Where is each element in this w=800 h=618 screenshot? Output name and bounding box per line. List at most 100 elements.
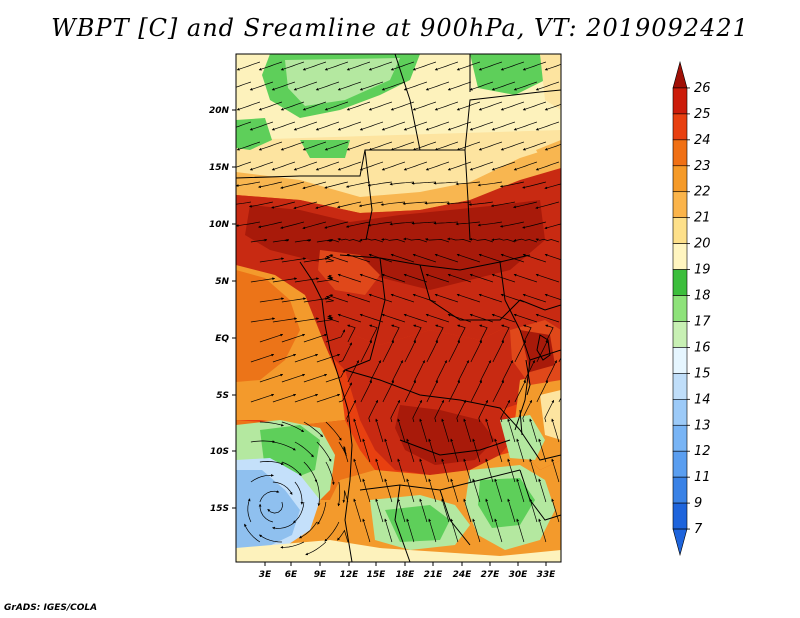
streamline (293, 161, 318, 171)
streamline (249, 161, 274, 171)
streamline (522, 293, 547, 303)
streamline (294, 277, 320, 283)
streamline (362, 478, 371, 503)
lon-tick-label: 24E (453, 570, 473, 580)
streamline (469, 161, 494, 171)
border-line (399, 439, 511, 456)
streamline (544, 63, 561, 71)
streamline (491, 313, 516, 323)
streamline (447, 313, 472, 323)
lon-tick-label: 33E (537, 570, 557, 580)
temperature-region (540, 390, 561, 440)
streamline (368, 61, 393, 71)
streamline (491, 81, 516, 91)
streamline (403, 273, 428, 283)
streamline (271, 121, 296, 131)
streamline (536, 380, 548, 403)
streamline (346, 253, 371, 263)
streamline (303, 257, 329, 263)
streamline (338, 342, 352, 363)
streamline (324, 181, 348, 189)
streamline (258, 221, 282, 229)
streamline (494, 518, 503, 543)
lat-tick-label: 5N (215, 277, 229, 287)
streamlines (236, 61, 576, 556)
streamline (236, 161, 252, 168)
colorbar-segment (672, 165, 688, 193)
streamline (426, 340, 438, 363)
streamline (369, 360, 381, 383)
streamline (345, 221, 370, 228)
streamline (271, 161, 296, 171)
streamline (434, 141, 459, 151)
streamline (450, 438, 459, 463)
streamline (280, 541, 305, 549)
streamline (315, 81, 340, 91)
streamline (316, 441, 332, 462)
streamline (535, 81, 560, 91)
streamline (456, 253, 481, 263)
streamline (281, 373, 306, 383)
streamline (455, 221, 480, 226)
streamline (567, 400, 576, 422)
streamline (513, 161, 538, 171)
streamline (499, 181, 524, 188)
streamline (477, 221, 502, 227)
streamline (294, 441, 314, 458)
border-line (464, 149, 471, 241)
streamline (500, 141, 525, 151)
border-line (394, 54, 421, 151)
streamline (342, 490, 349, 503)
map-plot (236, 54, 576, 562)
streamline (337, 81, 362, 91)
streamline (536, 340, 548, 363)
streamline (259, 534, 282, 543)
streamline (316, 393, 341, 403)
streamline (337, 121, 362, 131)
streamline (397, 418, 406, 443)
streamline (390, 101, 415, 111)
streamline (325, 421, 342, 441)
streamline (522, 253, 547, 263)
streamline (450, 518, 459, 543)
colorbar-label: 20 (694, 237, 711, 252)
streamline (391, 324, 400, 343)
colorbar-segment (672, 321, 688, 348)
streamline (375, 498, 384, 523)
colorbar-label: 13 (694, 418, 711, 433)
colorbar-label: 12 (694, 444, 711, 459)
streamline (384, 438, 393, 463)
streamline (315, 161, 340, 171)
streamline (271, 81, 296, 91)
streamline (413, 324, 422, 343)
streamline (381, 273, 406, 283)
streamline (381, 313, 406, 323)
colorbar-label: 24 (694, 133, 711, 148)
streamline (281, 461, 302, 476)
streamline (368, 101, 393, 111)
streamline (353, 418, 362, 443)
streamline (404, 340, 416, 363)
streamline (403, 237, 428, 243)
streamline (412, 61, 437, 71)
streamline (305, 541, 327, 556)
streamline (412, 141, 437, 151)
streamline (485, 498, 494, 523)
border-line (394, 484, 411, 562)
streamline (441, 458, 450, 483)
streamline (381, 161, 406, 171)
streamline (384, 518, 393, 543)
streamline (551, 458, 560, 483)
streamline (419, 498, 428, 523)
lon-tick-label: 15E (367, 570, 387, 580)
streamline (325, 295, 334, 303)
lat-tick-label: 10N (209, 220, 230, 230)
streamline (468, 201, 493, 206)
streamline (478, 101, 503, 111)
streamline (523, 360, 535, 383)
streamline (360, 380, 372, 403)
colorbar-label: 22 (694, 185, 711, 200)
streamline (499, 221, 524, 228)
streamline (456, 141, 481, 151)
colorbar-label: 16 (694, 340, 711, 355)
